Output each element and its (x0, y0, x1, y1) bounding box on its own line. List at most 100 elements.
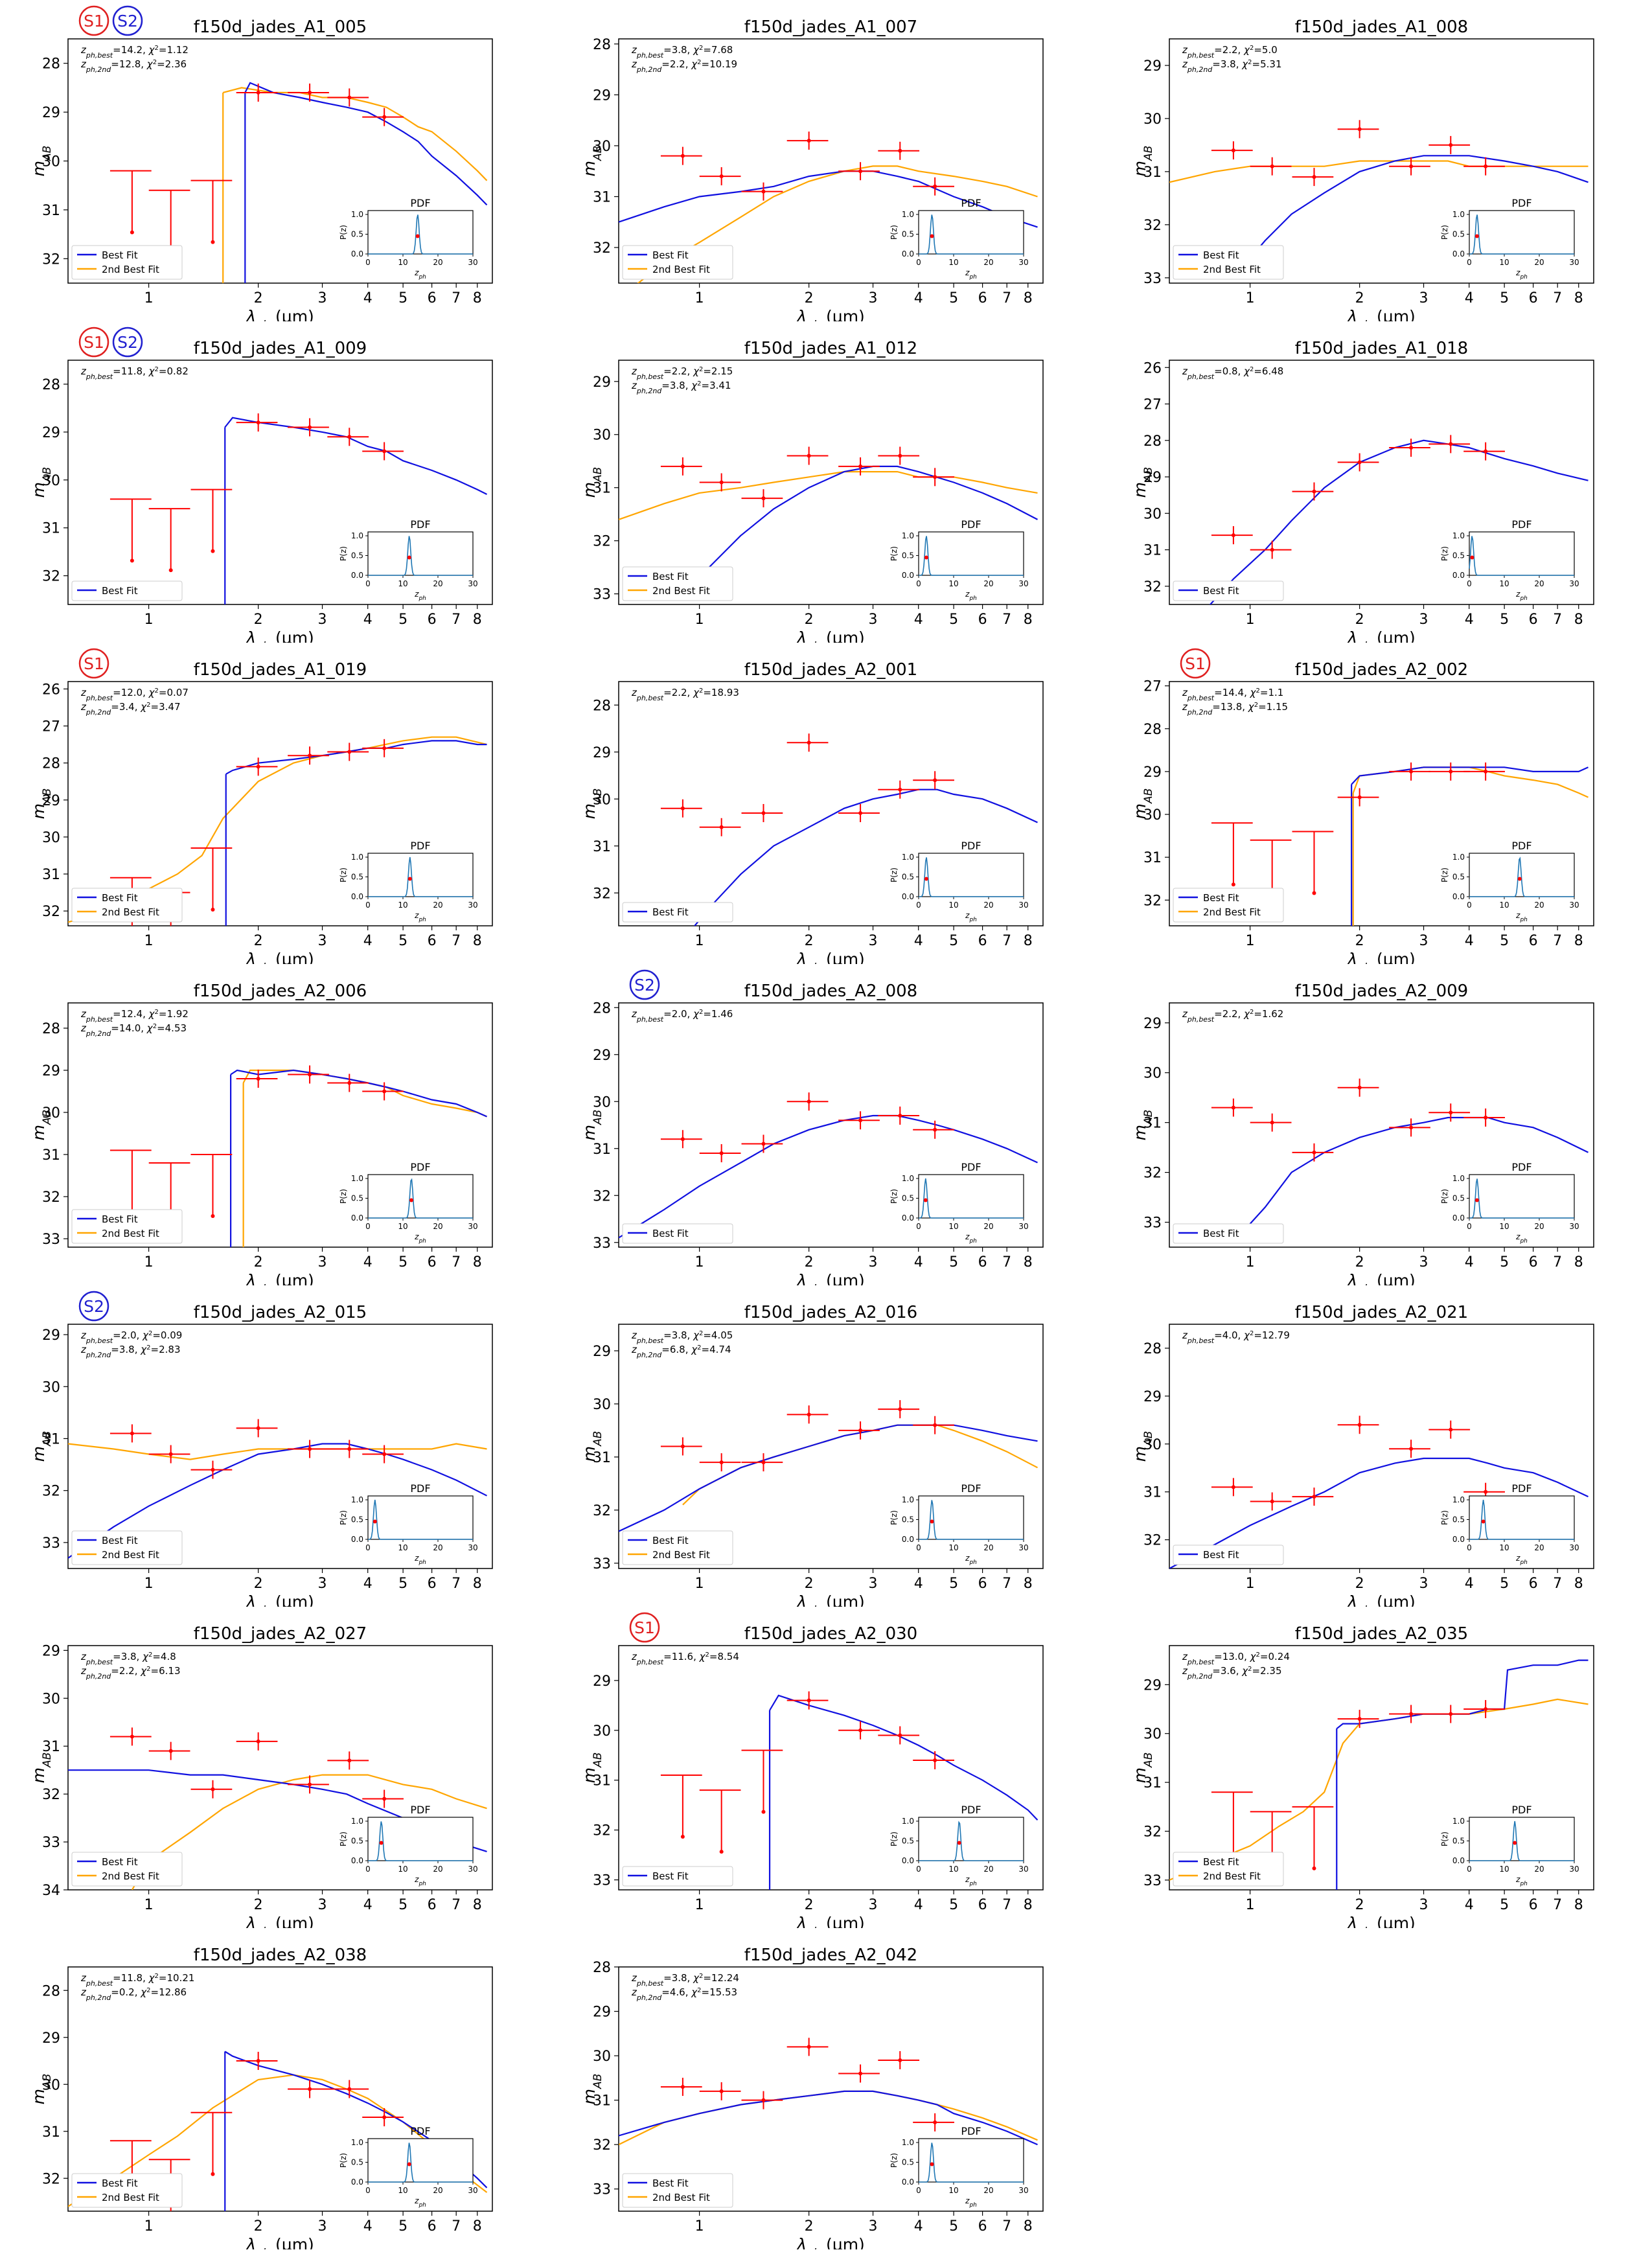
point-marker (1357, 460, 1362, 465)
y-tick-label: 29 (593, 1673, 611, 1690)
y-tick-label: 31 (42, 203, 60, 219)
plot-area (1211, 1078, 1589, 1243)
y-tick-label: 32 (42, 569, 60, 585)
y-tick-label: 30 (42, 154, 60, 170)
x-tick-label: 6 (1529, 1576, 1538, 1592)
inset-x-tick-label: 10 (948, 2186, 958, 2195)
inset-x-label: zph (414, 2196, 426, 2209)
x-tick-label: 5 (398, 933, 407, 949)
x-tick-label: 1 (695, 1254, 704, 1270)
badge-circle (112, 5, 143, 36)
photometry-point (838, 804, 880, 822)
point-marker (933, 475, 937, 479)
inset-x-label: zph (965, 2196, 977, 2209)
sed-panel: f150d_jades_A1_019 S1 1 2 3 4 5 6 7 8 26 27 28 29 30 31… (0, 643, 551, 974)
point-marker (933, 1423, 937, 1427)
legend: Best Fit 2nd Best Fit (622, 2173, 733, 2208)
sed-panel: f150d_jades_A2_038 1 2 3 4 5 678 28 29 30 31 32 λobs… (0, 1928, 551, 2252)
x-tick-label: 7 (1002, 1897, 1011, 1913)
photometry-point (1463, 762, 1505, 781)
point-marker (680, 806, 685, 810)
photometry-point (148, 508, 190, 573)
point-marker (761, 189, 766, 194)
inset-x-tick-label: 30 (468, 1543, 477, 1552)
x-tick-label: 7 (1553, 1576, 1562, 1592)
point-marker (807, 2045, 811, 2049)
photometry-point (1428, 1420, 1471, 1439)
legend-best-label: Best Fit (1203, 585, 1239, 597)
inset-y-label: P(z) (339, 1510, 348, 1525)
plot-area (619, 132, 1038, 283)
x-tick-label: 6 (978, 290, 987, 306)
y-tick-label: 33 (593, 1235, 611, 1252)
photometry-point (1292, 1806, 1334, 1870)
y-tick-label: 32 (1143, 893, 1162, 909)
photometry-point (878, 1726, 920, 1745)
inset-x-tick-label: 30 (1569, 1543, 1579, 1552)
upper-limit-marker (211, 240, 215, 244)
legend-box (71, 888, 183, 923)
x-tick-label: 8 (1024, 1897, 1033, 1913)
legend-best-label: Best Fit (102, 585, 138, 597)
x-tick-label: 8 (1024, 933, 1033, 949)
y-tick-label: 31 (42, 867, 60, 883)
y-tick-label: 31 (1143, 850, 1162, 866)
photometry-point (913, 771, 954, 790)
photometry-point (288, 1775, 329, 1794)
x-tick-label: 1 (695, 1576, 704, 1592)
legend-box (622, 245, 733, 280)
x-axis-label: λobs(μm) (1346, 307, 1416, 321)
photometry-point (190, 1780, 233, 1798)
pdf-inset: PDF 0 10 20 30 0.0 0.5 1.0 zph P(z) (1440, 840, 1579, 923)
x-tick-label: 4 (914, 1576, 923, 1592)
sed-panel: f150d_jades_A2_015 S2 1 2 3 4 5 678 29 30 31 32 33 λo… (0, 1285, 551, 1617)
best-fit-line (769, 1694, 1038, 1821)
photometry-point (190, 1154, 233, 1218)
x-tick-label: 4 (914, 933, 923, 949)
sed-chart: f150d_jades_A1_009 S1 S2 1 2 3 4 5 6 7 8 28 29 30 31 32… (29, 327, 493, 653)
inset-y-tick-label: 1.0 (351, 210, 363, 219)
photometry-point (786, 446, 829, 465)
inset-y-tick-label: 1.0 (902, 1817, 914, 1826)
inset-y-tick-label: 0.5 (902, 1194, 914, 1203)
inset-x-tick-label: 10 (398, 579, 407, 588)
sed-chart: f150d_jades_A2_016 1 2 3 4 5 678 29 30 31 32 33 λobs… (580, 1303, 1044, 1617)
inset-y-tick-label: 1.0 (902, 2138, 914, 2147)
pdf-curve (1469, 1178, 1574, 1219)
inset-x-tick-label: 20 (983, 2186, 993, 2195)
y-tick-label: 32 (42, 904, 60, 920)
x-tick-label: 6 (428, 2218, 437, 2235)
inset-frame (367, 1817, 474, 1861)
y-tick-label: 31 (1143, 1775, 1162, 1791)
x-axis-label: λobs(μm) (796, 1592, 865, 1607)
photometry-point (190, 847, 233, 912)
legend: Best Fit (622, 1223, 733, 1244)
point-marker (807, 741, 811, 745)
y-tick-label: 31 (1143, 165, 1162, 181)
sed-panel: f150d_jades_A2_016 1 2 3 4 5 678 29 30 31 32 33 λobs… (551, 1285, 1101, 1617)
inset-x-tick-label: 30 (1018, 1865, 1028, 1874)
legend-box (622, 902, 733, 923)
inset-y-tick-label: 0.5 (351, 2158, 363, 2167)
redshift-info: zph,best=3.8, χ2=4.05 (631, 1329, 733, 1345)
y-tick-label: 32 (593, 2137, 611, 2154)
pdf-zbest-marker (415, 234, 420, 238)
badge-label: S2 (117, 333, 138, 352)
inset-x-tick-label: 20 (983, 579, 993, 588)
point-marker (1270, 547, 1274, 552)
y-tick-label: 30 (1143, 1727, 1162, 1743)
sample-badge-s2: S2 (112, 327, 143, 358)
plot-frame (618, 1966, 1044, 2212)
x-axis-label: λobs(μm) (796, 307, 865, 321)
x-tick-label: 1 (695, 2218, 704, 2235)
point-marker (347, 435, 352, 439)
legend-best-label: Best Fit (652, 906, 689, 918)
upper-limit-marker (1231, 882, 1235, 887)
y-tick-label: 30 (42, 2077, 60, 2093)
y-axis-label: mAB (29, 2074, 54, 2105)
sed-chart: f150d_jades_A2_042 1 2 3 4 5 678 28 29 30 31 32 33 λo… (580, 1946, 1044, 2252)
legend: Best Fit 2nd Best Fit (1173, 245, 1284, 280)
inset-x-tick-label: 0 (916, 1865, 921, 1874)
point-marker (719, 2089, 724, 2093)
y-tick-label: 29 (42, 425, 60, 441)
